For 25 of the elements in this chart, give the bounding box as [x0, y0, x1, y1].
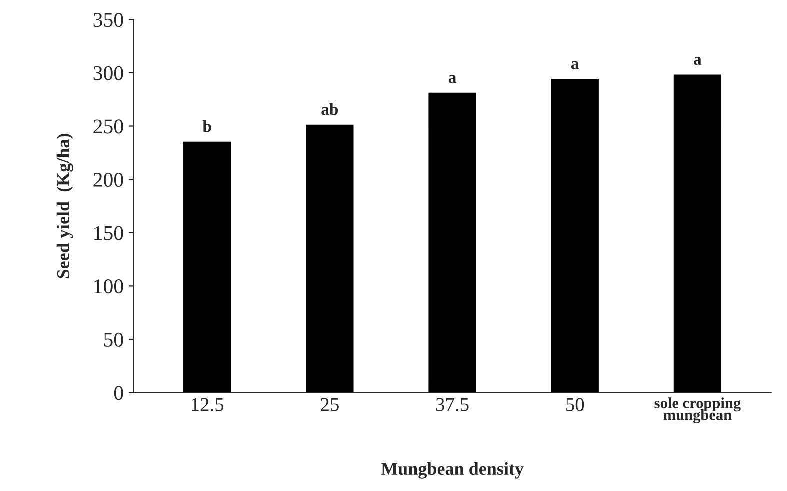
y-tick-label: 50: [104, 332, 124, 347]
y-tick-label: 300: [94, 66, 124, 80]
x-axis-title: Mungbean density: [381, 462, 524, 479]
annotation: a: [571, 61, 580, 70]
x-tick-label: 25: [321, 398, 339, 412]
y-tick-label: 0: [114, 386, 124, 400]
annotation: b: [202, 120, 212, 132]
y-tick-label: 200: [94, 172, 124, 187]
x-tick-label: 12.5: [192, 398, 224, 412]
x-tick-label: 37.5: [436, 398, 469, 412]
y-tick-label: 250: [94, 120, 124, 134]
y-tick-label: 350: [94, 13, 124, 28]
bar: [672, 73, 723, 393]
x-tick-label: sole cropping mungbean: [654, 398, 741, 424]
annotation: a: [694, 57, 702, 66]
annotation: a: [448, 75, 456, 84]
y-axis-title: Seed yield (Kg/ha): [56, 134, 74, 278]
bar: [182, 140, 233, 393]
bar: [304, 123, 356, 393]
bar: [427, 91, 478, 393]
annotation: ab: [322, 103, 338, 116]
y-tick-label: 100: [94, 280, 124, 294]
bar: [550, 78, 600, 393]
y-tick-label: 150: [94, 226, 124, 240]
x-tick-label: 50: [566, 398, 584, 412]
